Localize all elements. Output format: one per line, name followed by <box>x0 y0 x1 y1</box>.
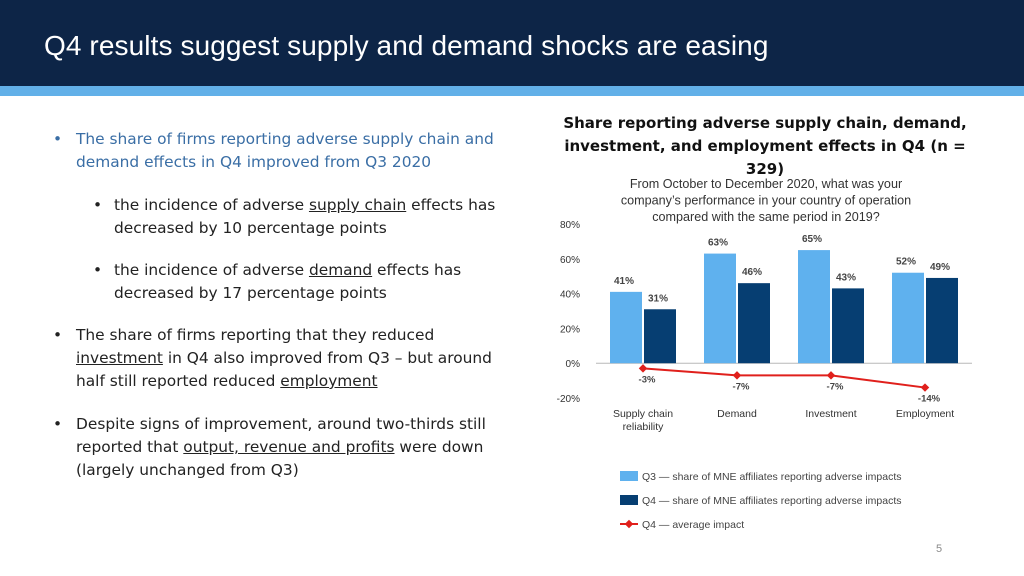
legend-label: Q4 — share of MNE affiliates reporting a… <box>642 495 902 507</box>
bullet-text: in Q4 also improved from Q3 – but around… <box>76 349 492 390</box>
data-label-q4: 49% <box>930 262 950 273</box>
y-tick-label: 0% <box>566 359 581 370</box>
bullet-item: • The share of firms reporting that they… <box>48 324 508 393</box>
underlined-term: output, revenue and profits <box>183 438 395 456</box>
bar-line-chart: From October to December 2020, what was … <box>557 177 972 531</box>
x-category-label: reliability <box>623 421 665 433</box>
line-point <box>920 383 930 392</box>
line-point <box>826 371 836 380</box>
data-label-q3: 63% <box>708 238 728 249</box>
data-label-line: -3% <box>639 374 656 385</box>
legend-swatch-marker <box>624 519 634 529</box>
y-tick-label: 20% <box>560 324 580 335</box>
data-label-line: -7% <box>733 381 750 392</box>
underlined-term: employment <box>280 372 378 390</box>
bar-q4 <box>926 277 958 364</box>
y-tick-label: 60% <box>560 255 580 266</box>
line-point <box>732 371 742 380</box>
bullet-dot: • <box>53 415 63 433</box>
bullet-item: • The share of firms reporting adverse s… <box>48 128 508 174</box>
bullet-text: The share of firms reporting adverse sup… <box>76 130 494 171</box>
page-number: 5 <box>936 543 943 555</box>
bullet-dot: • <box>53 326 63 344</box>
bullet-text: effects has decreased by 17 percentage p… <box>114 261 462 302</box>
bullet-text: effects has decreased by 10 percentage p… <box>114 196 496 237</box>
legend-label: Q4 — average impact <box>642 519 744 531</box>
data-label-q4: 31% <box>648 293 668 304</box>
bullet-text: were down (largely unchanged from Q3) <box>76 438 484 479</box>
bar-q4 <box>832 288 864 364</box>
data-label-q3: 65% <box>802 234 822 245</box>
slide-title: Q4 results suggest supply and demand sho… <box>44 30 769 61</box>
data-label-q3: 52% <box>896 257 916 268</box>
legend-swatch-q3 <box>620 471 638 481</box>
bar-q3 <box>610 291 642 364</box>
x-category-label: Demand <box>717 408 757 420</box>
legend-label: Q3 — share of MNE affiliates reporting a… <box>642 471 902 483</box>
x-category-label: Employment <box>896 408 954 420</box>
y-tick-label: -20% <box>557 394 580 405</box>
slide-header: Q4 results suggest supply and demand sho… <box>0 0 1024 86</box>
bar-q4 <box>644 309 676 364</box>
bar-q4 <box>738 283 770 364</box>
x-category-label: Investment <box>805 408 856 420</box>
bullet-dot: • <box>53 130 63 148</box>
chart-title-line: From October to December 2020, what was … <box>630 177 902 191</box>
data-label-line: -14% <box>918 394 941 405</box>
bullet-text: The share of firms reporting that they r… <box>76 326 435 344</box>
bullet-text: Despite signs of improvement, around two… <box>76 415 486 456</box>
y-tick-label: 40% <box>560 290 580 301</box>
bullet-text: the incidence of adverse <box>114 261 309 279</box>
data-label-q4: 43% <box>836 272 856 283</box>
bar-q3 <box>798 250 830 364</box>
x-category-label: Supply chain <box>613 408 673 420</box>
bullet-list: • The share of firms reporting adverse s… <box>48 128 508 502</box>
bullet-dot: • <box>93 196 103 214</box>
sub-bullet-item: • the incidence of adverse demand effect… <box>88 259 508 305</box>
line-point <box>638 364 648 373</box>
bullet-dot: • <box>93 261 103 279</box>
underlined-term: investment <box>76 349 163 367</box>
line-series-q4-average <box>642 367 926 389</box>
data-label-q4: 46% <box>742 267 762 278</box>
chart-title-line: compared with the same period in 2019? <box>652 210 880 224</box>
y-tick-label: 80% <box>560 220 580 231</box>
legend-swatch-q4 <box>620 495 638 505</box>
underlined-term: demand <box>308 261 373 279</box>
chart-heading: Share reporting adverse supply chain, de… <box>563 114 967 178</box>
underlined-term: supply chain <box>308 196 407 214</box>
bullet-item: • Despite signs of improvement, around t… <box>48 413 508 482</box>
header-stripe <box>0 86 1024 96</box>
data-label-line: -7% <box>827 381 844 392</box>
chart-title-line: company’s performance in your country of… <box>621 194 911 208</box>
sub-bullet-item: • the incidence of adverse supply chain … <box>88 194 508 240</box>
bar-q3 <box>892 272 924 364</box>
data-label-q3: 41% <box>614 276 634 287</box>
bullet-text: the incidence of adverse <box>114 196 309 214</box>
bar-q3 <box>704 253 736 364</box>
